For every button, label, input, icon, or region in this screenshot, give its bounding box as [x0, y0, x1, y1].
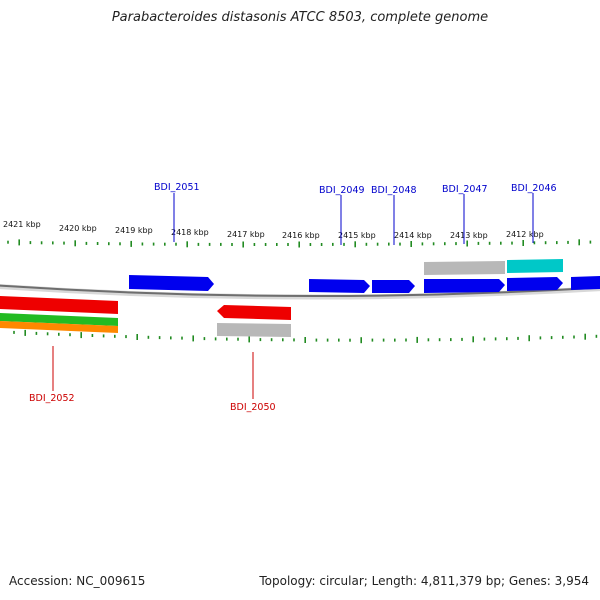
- kbp-label: 2416 kbp: [282, 231, 320, 240]
- label-bdi-2047[interactable]: BDI_2047: [442, 184, 488, 195]
- genome-stats-text: Topology: circular; Length: 4,811,379 bp…: [259, 574, 589, 588]
- gene-bdi-2050[interactable]: [217, 305, 291, 320]
- feature-gray-bdi-2050[interactable]: [217, 323, 291, 337]
- kbp-label: 2414 kbp: [394, 231, 432, 240]
- label-bdi-2050[interactable]: BDI_2050: [230, 402, 276, 413]
- gene-bdi-2052[interactable]: [0, 296, 118, 314]
- forward-genes: [129, 275, 600, 293]
- gene-label-lines: [52, 193, 534, 399]
- feature-cyan-bdi-2046[interactable]: [507, 259, 563, 273]
- kbp-label: 2420 kbp: [59, 224, 97, 233]
- gene-bdi-2051[interactable]: [129, 275, 214, 291]
- label-bdi-2049[interactable]: BDI_2049: [319, 185, 365, 196]
- map-title: Parabacteroides distasonis ATCC 8503, co…: [111, 10, 489, 25]
- reverse-genes: [0, 296, 291, 337]
- accession-text: Accession: NC_009615: [9, 574, 146, 588]
- kbp-label: 2415 kbp: [338, 231, 376, 240]
- gene-labels: BDI_2051 BDI_2049 BDI_2048 BDI_2047 BDI_…: [29, 182, 557, 413]
- gene-bdi-2048[interactable]: [372, 280, 415, 293]
- kbp-labels: 2421 kbp 2420 kbp 2419 kbp 2418 kbp 2417…: [3, 220, 544, 240]
- gene-bdi-2047[interactable]: [424, 279, 505, 293]
- gene-bdi-2046[interactable]: [507, 277, 563, 291]
- inner-tick-ring: [13, 329, 598, 344]
- feature-orange-bdi-2052[interactable]: [0, 321, 118, 333]
- gene-bdi-2049[interactable]: [309, 279, 370, 293]
- kbp-label: 2417 kbp: [227, 230, 265, 239]
- kbp-label: 2413 kbp: [450, 231, 488, 240]
- kbp-label: 2419 kbp: [115, 226, 153, 235]
- forward-features: [424, 259, 563, 275]
- outer-tick-ring: [7, 239, 592, 248]
- label-bdi-2052[interactable]: BDI_2052: [29, 393, 75, 404]
- label-bdi-2051[interactable]: BDI_2051: [154, 182, 200, 193]
- kbp-label: 2418 kbp: [171, 228, 209, 237]
- gene-next[interactable]: [571, 276, 600, 290]
- label-bdi-2048[interactable]: BDI_2048: [371, 185, 417, 196]
- kbp-label: 2412 kbp: [506, 230, 544, 239]
- feature-gray-bdi-2047[interactable]: [424, 261, 505, 275]
- label-bdi-2046[interactable]: BDI_2046: [511, 183, 557, 194]
- feature-green-bdi-2052[interactable]: [0, 313, 118, 326]
- kbp-label: 2421 kbp: [3, 220, 41, 229]
- genome-backbone-line: [0, 284, 600, 298]
